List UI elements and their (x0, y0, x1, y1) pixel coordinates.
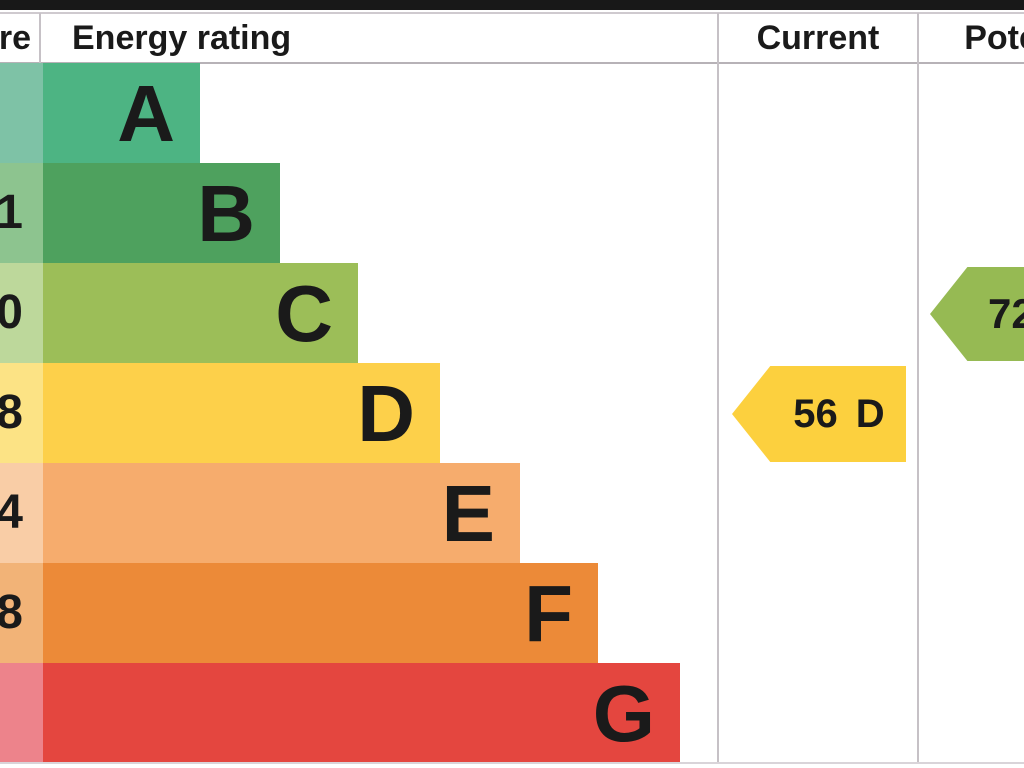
header-current: Current (756, 19, 880, 57)
band-bar-e: E (43, 463, 520, 563)
current-rating-value: 56 (793, 391, 838, 436)
score-partial: 8 (0, 386, 23, 439)
score-cell: 1 (0, 163, 43, 263)
current-rating-band: D (855, 391, 885, 436)
score-partial: 4 (0, 486, 23, 539)
band-letter-e: E (441, 469, 495, 558)
band-row-b: 1 B (0, 163, 1024, 263)
table-top-border (0, 12, 1024, 14)
band-row-a: A (0, 63, 1024, 163)
divider-current (717, 13, 719, 763)
header-bottom-border (0, 62, 1024, 64)
current-rating-arrow: 56 D (732, 366, 906, 462)
band-row-c: 0 C (0, 263, 1024, 363)
divider-score (39, 13, 41, 63)
table-bottom-border (0, 762, 1024, 764)
score-cell (0, 663, 43, 763)
band-row-e: 4 E (0, 463, 1024, 563)
score-partial: 0 (0, 286, 23, 339)
band-letter-b: B (197, 169, 255, 258)
band-bar-a: A (43, 63, 200, 163)
band-letter-a: A (117, 69, 175, 158)
header-energy-rating: Energy rating (72, 19, 292, 57)
potential-rating-value: 72 (988, 290, 1024, 337)
score-cell: 8 (0, 563, 43, 663)
score-cell (0, 63, 43, 163)
score-partial: 8 (0, 586, 23, 639)
band-bar-d: D (43, 363, 440, 463)
band-row-f: 8 F (0, 563, 1024, 663)
score-cell: 0 (0, 263, 43, 363)
top-black-bar (0, 0, 1024, 10)
band-letter-f: F (524, 569, 573, 658)
band-bar-b: B (43, 163, 280, 263)
header-potential: Potential (964, 19, 1024, 57)
divider-potential (917, 13, 919, 763)
header-score: Score (0, 19, 31, 57)
band-bar-f: F (43, 563, 598, 663)
band-row-g: G (0, 663, 1024, 763)
score-cell: 4 (0, 463, 43, 563)
band-letter-c: C (275, 269, 333, 358)
score-partial: 1 (0, 186, 23, 239)
band-row-d: 8 D (0, 363, 1024, 463)
score-cell: 8 (0, 363, 43, 463)
band-letter-d: D (357, 369, 415, 458)
band-bar-c: C (43, 263, 358, 363)
band-bar-g: G (43, 663, 680, 763)
band-letter-g: G (592, 669, 655, 758)
